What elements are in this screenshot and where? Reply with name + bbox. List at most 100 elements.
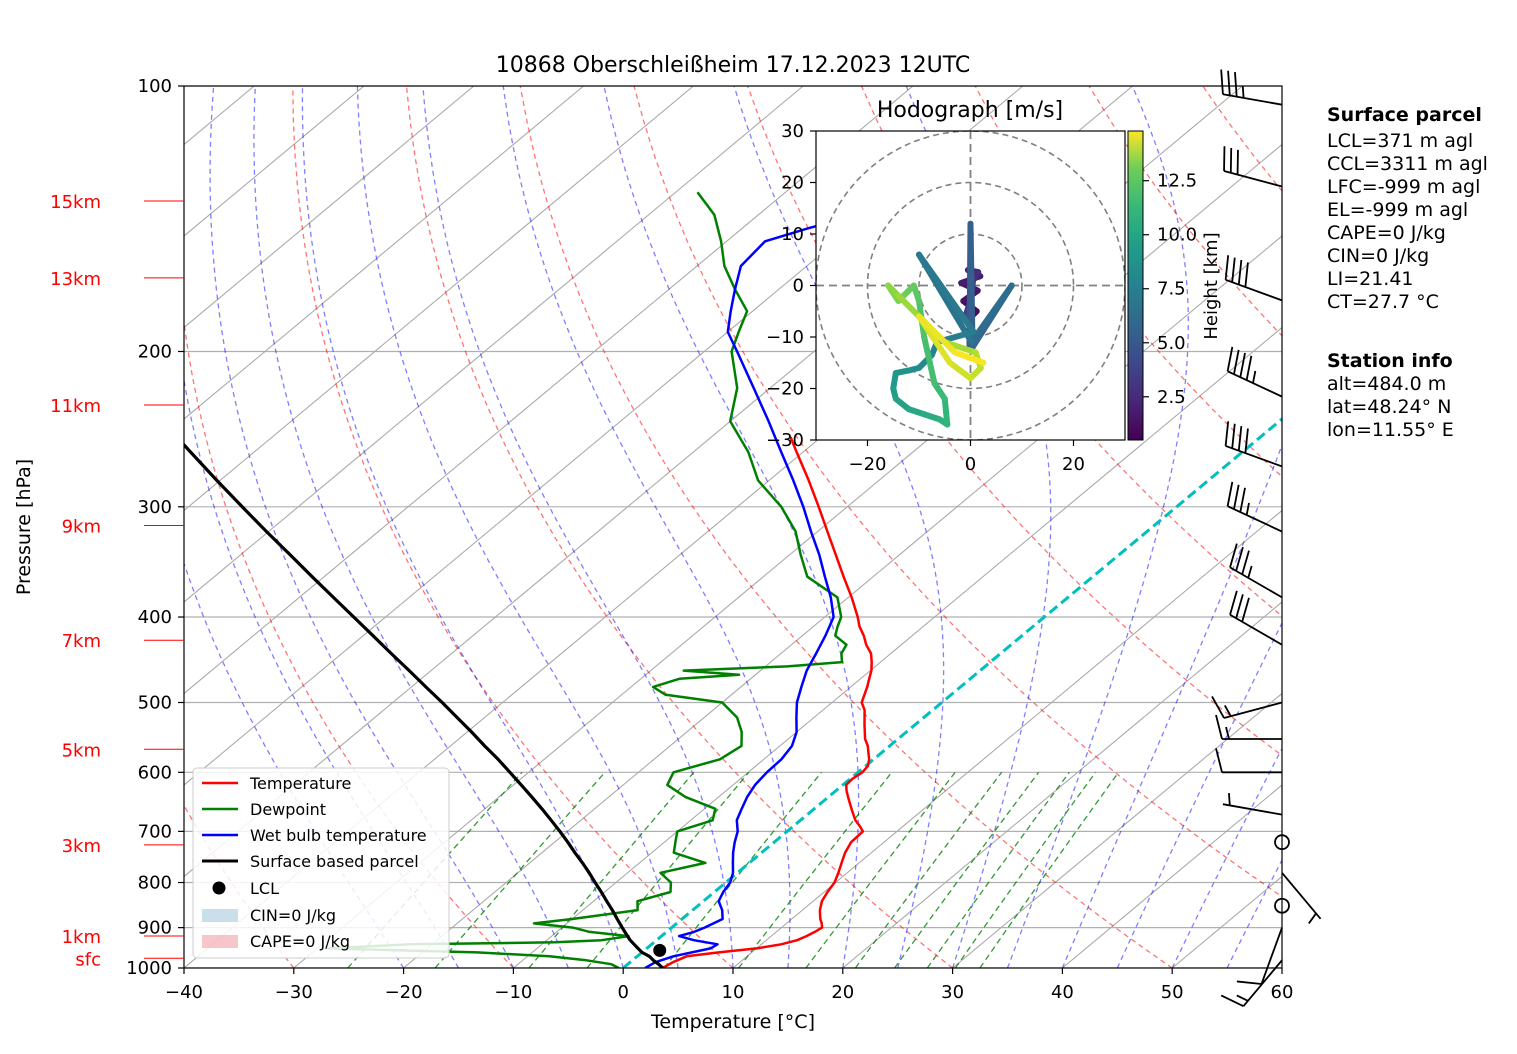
- isotherm-line: [184, 86, 804, 603]
- profile-lines: [184, 185, 958, 968]
- height-label: 7km: [62, 631, 101, 652]
- colorbar: [1127, 130, 1144, 441]
- isotherm-line: [952, 692, 1282, 968]
- y-tick-label: 700: [138, 821, 172, 842]
- wind-barb-staff: [1225, 445, 1283, 468]
- wind-barb-feather: [1244, 428, 1249, 454]
- hodograph-y-tick-label: −20: [766, 379, 804, 400]
- legend-label-wetbulb: Wet bulb temperature: [250, 826, 427, 845]
- surface-parcel-heading: Surface parcel: [1327, 104, 1482, 126]
- height-label: 1km: [62, 927, 101, 948]
- calm-wind-circle: [1274, 897, 1290, 914]
- y-axis-ticks: 100 200 300 400 500 600 700 800 900 1000: [126, 76, 184, 979]
- y-tick-label: 900: [138, 918, 172, 939]
- wind-barb-feather: [1235, 594, 1244, 619]
- x-tick-label: 20: [831, 982, 854, 1003]
- wind-barb-feather: [1226, 481, 1234, 507]
- x-tick-label: 0: [617, 982, 628, 1003]
- y-tick-label: 100: [138, 76, 172, 97]
- wind-barbs: [1211, 69, 1322, 1008]
- x-tick-label: −10: [494, 982, 532, 1003]
- series-line-surface-based-parcel: [184, 442, 664, 968]
- hodograph-segment: [921, 334, 938, 387]
- colorbar-tick-label: 12.5: [1157, 171, 1197, 192]
- dry-adiabat-line: [184, 317, 514, 968]
- hodograph-segment: [946, 359, 974, 382]
- hodograph-segment: [952, 349, 987, 366]
- isotherm-line: [293, 143, 1282, 968]
- station-info-alt: alt=484.0 m: [1327, 373, 1446, 395]
- moist-adiabat-line: [301, 86, 624, 968]
- mixing-ratio-line: [738, 771, 893, 968]
- surface-parcel-lcl: LCL=371 m agl: [1327, 130, 1473, 152]
- wind-barb-staff: [1223, 170, 1283, 188]
- colorbar-tick-label: 5.0: [1157, 333, 1186, 354]
- surface-parcel-info: Surface parcel LCL=371 m agl CCL=3311 m …: [1327, 104, 1488, 313]
- colorbar-tick-label: 7.5: [1157, 279, 1186, 300]
- hodograph-y-tick-label: 20: [781, 173, 804, 194]
- isotherm-line: [184, 86, 475, 329]
- wind-barb-feather: [1244, 262, 1249, 288]
- dry-adiabat-line: [292, 86, 734, 968]
- hodograph-x-tick-label: −20: [849, 454, 887, 475]
- isotherm-line: [184, 86, 914, 695]
- surface-parcel-lfc: LFC=-999 m agl: [1327, 176, 1480, 198]
- station-info-lat: lat=48.24° N: [1327, 396, 1451, 418]
- legend-label-dewpoint: Dewpoint: [250, 800, 326, 819]
- height-label: 15km: [50, 192, 101, 213]
- wind-barb-feather: [1231, 257, 1236, 283]
- mixing-ratio-line: [805, 771, 956, 968]
- hodograph-segment: [968, 282, 1015, 346]
- legend-label-cin: CIN=0 J/kg: [250, 906, 336, 925]
- wind-barb-staff: [1281, 872, 1322, 920]
- wind-barb-half-feather: [1241, 85, 1245, 98]
- wind-barb-feather: [1229, 543, 1238, 568]
- wind-barb-feather: [1220, 69, 1224, 95]
- moist-adiabat-line: [209, 86, 514, 968]
- mixing-ratio-line: [979, 771, 1120, 968]
- hodograph-y-tick-label: 10: [781, 224, 804, 245]
- y-tick-label: 500: [138, 692, 172, 713]
- moist-adiabat-line: [422, 86, 734, 968]
- mixing-ratio-line: [894, 771, 1040, 968]
- wind-barb-feather: [1224, 421, 1230, 447]
- hodograph-segment: [916, 313, 959, 356]
- x-tick-label: 50: [1161, 982, 1184, 1003]
- y-tick-label: 200: [138, 342, 172, 363]
- y-axis-label: Pressure [hPa]: [13, 459, 35, 595]
- isotherm-line: [513, 326, 1282, 968]
- calm-wind-circle: [1274, 834, 1290, 851]
- wind-barb-feather: [1236, 980, 1262, 985]
- wind-barb-feather: [1234, 71, 1238, 97]
- wind-barb-feather: [1226, 346, 1234, 372]
- wind-barb-feather: [1237, 259, 1243, 285]
- hodograph-y-tick-label: −30: [766, 430, 804, 451]
- wind-barb-feather: [1233, 484, 1240, 510]
- wind-barb-feather: [1241, 597, 1250, 622]
- wind-barb-half-feather: [1247, 565, 1253, 579]
- isotherm-line: [403, 235, 1282, 968]
- colorbar-label: Height [km]: [1201, 232, 1222, 339]
- legend-label-lcl: LCL: [250, 879, 279, 898]
- isotherm-line: [842, 601, 1282, 968]
- station-info: Station info alt=484.0 m lat=48.24° N lo…: [1327, 350, 1454, 441]
- wind-barb-feather: [1233, 349, 1240, 375]
- isotherm-line: [1062, 784, 1282, 968]
- wind-barb-half-feather: [1252, 370, 1257, 384]
- wind-barb-staff: [1227, 505, 1283, 533]
- x-tick-label: 10: [722, 982, 745, 1003]
- wind-barb-half-feather: [1236, 994, 1249, 1002]
- hodograph-x-tick-label: 20: [1062, 454, 1085, 475]
- surface-parcel-el: EL=-999 m agl: [1327, 199, 1468, 221]
- series-line-wet-bulb-temperature: [644, 185, 958, 968]
- wind-barb-feather: [1235, 546, 1244, 572]
- dry-adiabat-line: [633, 86, 1282, 898]
- hodograph: Hodograph [m/s] −20 0 20 30 20 10 0 −10 −20 −30 2…: [766, 98, 1222, 475]
- wind-barb-feather: [1211, 695, 1225, 719]
- y-tick-label: 800: [138, 873, 172, 894]
- isotherm-line: [184, 86, 694, 512]
- hodograph-ticks: −20 0 20 30 20 10 0 −10 −20 −30: [766, 121, 1085, 475]
- hodograph-segment: [931, 380, 948, 402]
- moist-adiabat-line: [356, 86, 679, 968]
